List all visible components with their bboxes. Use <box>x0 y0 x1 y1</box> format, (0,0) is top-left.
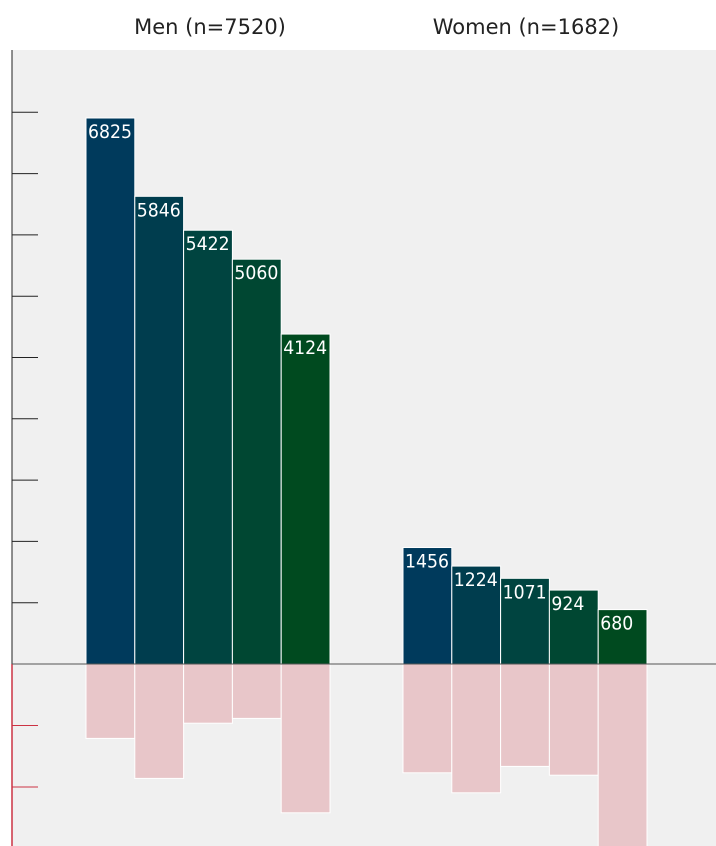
bar-positive <box>500 577 550 665</box>
bar-value-label: 924 <box>551 593 584 615</box>
panel-title-men: Men (n=7520) <box>134 15 286 39</box>
bar-negative <box>597 663 648 846</box>
bar-positive <box>597 609 648 665</box>
bar-negative <box>85 663 136 739</box>
panel-title-women: Women (n=1682) <box>433 15 619 39</box>
bar-positive <box>85 117 136 665</box>
bar-positive <box>231 258 282 665</box>
bar-positive <box>402 547 453 665</box>
bar-value-label: 1224 <box>454 569 498 591</box>
bar-positive <box>280 333 331 665</box>
bar-value-label: 5060 <box>234 262 278 284</box>
bar-positive <box>183 229 233 665</box>
bar-negative <box>402 663 453 774</box>
bar-value-label: 6825 <box>88 121 132 143</box>
bar-value-label: 4124 <box>283 337 327 359</box>
bar-negative <box>134 663 185 779</box>
bar-value-label: 5422 <box>186 233 230 255</box>
bar-value-label: 1071 <box>503 581 547 603</box>
bar-negative <box>451 663 502 794</box>
bar-negative <box>500 663 550 767</box>
bar-negative <box>280 663 331 814</box>
bar-value-label: 5846 <box>137 199 181 221</box>
bar-positive <box>134 195 185 665</box>
bar-negative <box>548 663 599 776</box>
bar-value-label: 680 <box>600 613 633 635</box>
bar-negative <box>231 663 282 719</box>
bar-positive <box>451 565 502 665</box>
bar-negative <box>183 663 233 724</box>
bar-value-label: 1456 <box>405 551 449 573</box>
